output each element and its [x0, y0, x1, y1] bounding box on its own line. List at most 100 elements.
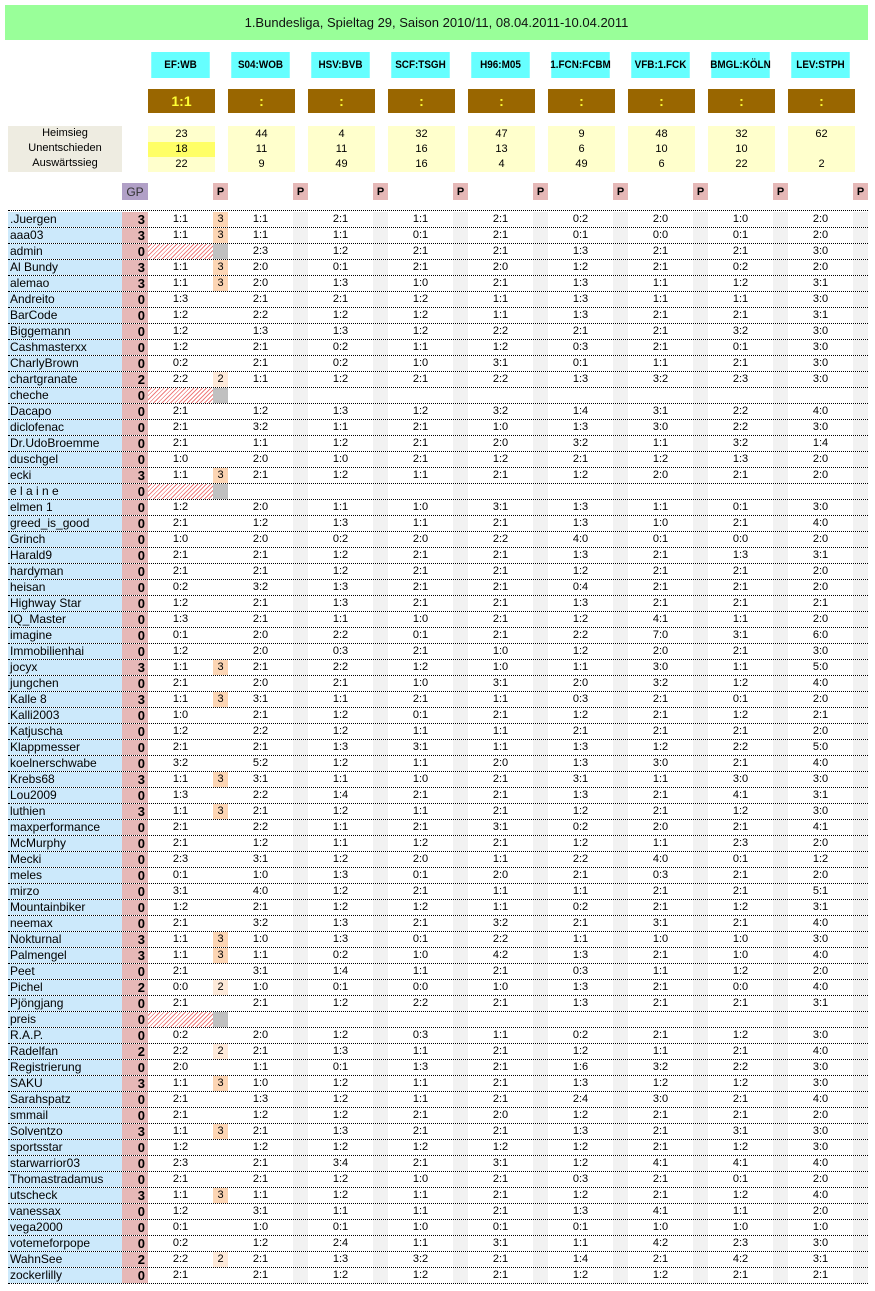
tip-cell: 4:1 [652, 1157, 669, 1169]
player-name[interactable]: Thomastradamus [8, 1172, 122, 1187]
player-name[interactable]: maxperformance [8, 820, 122, 835]
tip-cell: 1:1 [652, 437, 669, 449]
player-name[interactable]: Nokturnal [8, 932, 122, 947]
points-cell [693, 548, 708, 563]
player-name[interactable]: Lou2009 [8, 788, 122, 803]
player-name[interactable]: jocyx [8, 660, 122, 675]
tip-cell: 1:3 [572, 517, 589, 529]
player-name[interactable]: diclofenac [8, 420, 122, 435]
player-name[interactable]: utscheck [8, 1188, 122, 1203]
points-cell [773, 516, 788, 531]
player-name[interactable]: neemax [8, 916, 122, 931]
player-name[interactable]: BarCode [8, 308, 122, 323]
player-name[interactable]: preis [8, 1012, 122, 1027]
player-name[interactable]: Grinch [8, 532, 122, 547]
points-cell [773, 532, 788, 547]
player-name[interactable]: Krebs68 [8, 772, 122, 787]
player-name[interactable]: Harald9 [8, 548, 122, 563]
player-name[interactable]: IQ_Master [8, 612, 122, 627]
tip-cell: 1:3 [332, 405, 349, 417]
tip-cell: 0:3 [652, 869, 669, 881]
player-name[interactable]: smmail [8, 1108, 122, 1123]
player-name[interactable]: Highway Star [8, 596, 122, 611]
points-cell [293, 388, 308, 403]
tip-cell: 2:2 [172, 373, 189, 385]
points-cell [613, 404, 628, 419]
player-name[interactable]: Mecki [8, 852, 122, 867]
player-name[interactable]: ecki [8, 468, 122, 483]
points-cell [853, 324, 868, 339]
player-name[interactable]: Andreito [8, 292, 122, 307]
player-name[interactable]: mirzo [8, 884, 122, 899]
tip-cell: 4:1 [732, 1157, 749, 1169]
player-name[interactable]: duschgel [8, 452, 122, 467]
player-name[interactable]: imagine [8, 628, 122, 643]
stat-heimsieg: 32 [415, 128, 428, 140]
points-cell [533, 292, 548, 307]
tip-cell: 1:2 [412, 661, 429, 673]
player-name[interactable]: Kalli2003 [8, 708, 122, 723]
tip-cell [788, 388, 853, 403]
player-name[interactable]: CharlyBrown [8, 356, 122, 371]
player-name[interactable]: McMurphy [8, 836, 122, 851]
points-cell [213, 516, 228, 531]
tip-cell: 2:1 [652, 901, 669, 913]
player-name[interactable]: SAKU [8, 1076, 122, 1091]
points-cell [613, 708, 628, 723]
match-header: SCF:TSGH [391, 52, 450, 78]
match-stats: 62 2 [788, 126, 855, 172]
player-name[interactable]: Biggemann [8, 324, 122, 339]
player-name[interactable]: sportsstar [8, 1140, 122, 1155]
points-cell [613, 324, 628, 339]
player-name[interactable]: Al Bundy [8, 260, 122, 275]
player-name[interactable]: cheche [8, 388, 122, 403]
player-name[interactable]: aaa03 [8, 228, 122, 243]
player-name[interactable]: alemao [8, 276, 122, 291]
points-cell [533, 1044, 548, 1059]
tip-cell: 2:1 [252, 1125, 269, 1137]
player-name[interactable]: Dacapo [8, 404, 122, 419]
tip-cell: 3:1 [812, 789, 829, 801]
player-name[interactable]: Radelfan [8, 1044, 122, 1059]
player-name[interactable]: Pjöngjang [8, 996, 122, 1011]
player-name[interactable]: heisan [8, 580, 122, 595]
player-name[interactable]: starwarrior03 [8, 1156, 122, 1171]
points-cell [293, 308, 308, 323]
player-name[interactable]: Mountainbiker [8, 900, 122, 915]
points-cell [453, 740, 468, 755]
player-name[interactable]: zockerlilly [8, 1268, 122, 1283]
player-name[interactable]: Kalle 8 [8, 692, 122, 707]
player-name[interactable]: luthien [8, 804, 122, 819]
player-name[interactable]: jungchen [8, 676, 122, 691]
player-name[interactable]: Pichel [8, 980, 122, 995]
player-name[interactable]: admin [8, 244, 122, 259]
player-name[interactable]: Klappmesser [8, 740, 122, 755]
player-name[interactable]: Sarahspatz [8, 1092, 122, 1107]
player-name[interactable]: .Juergen [8, 212, 122, 227]
player-name[interactable]: chartgranate [8, 372, 122, 387]
player-name[interactable]: e l a i n e [8, 484, 122, 499]
player-name[interactable]: vega2000 [8, 1220, 122, 1235]
points-cell [853, 1204, 868, 1219]
player-name[interactable]: Katjuscha [8, 724, 122, 739]
player-name[interactable]: vanessax [8, 1204, 122, 1219]
player-name[interactable]: Peet [8, 964, 122, 979]
player-name[interactable]: votemeforpope [8, 1236, 122, 1251]
player-name[interactable]: Registrierung [8, 1060, 122, 1075]
player-name[interactable]: Cashmasterxx [8, 340, 122, 355]
player-name[interactable]: R.A.P. [8, 1028, 122, 1043]
points-cell [293, 980, 308, 995]
player-name[interactable]: Dr.UdoBroemme [8, 436, 122, 451]
player-name[interactable]: hardyman [8, 564, 122, 579]
player-name[interactable]: meles [8, 868, 122, 883]
player-name[interactable]: Immobilienhai [8, 644, 122, 659]
points-cell [293, 260, 308, 275]
player-name[interactable]: WahnSee [8, 1252, 122, 1267]
player-name[interactable]: elmen 1 [8, 500, 122, 515]
player-name[interactable]: Solventzo [8, 1124, 122, 1139]
player-name[interactable]: koelnerschwabe [8, 756, 122, 771]
tip-cell: 1:3 [732, 453, 749, 465]
player-name[interactable]: Palmengel [8, 948, 122, 963]
player-name[interactable]: greed_is_good [8, 516, 122, 531]
points-cell [533, 836, 548, 851]
